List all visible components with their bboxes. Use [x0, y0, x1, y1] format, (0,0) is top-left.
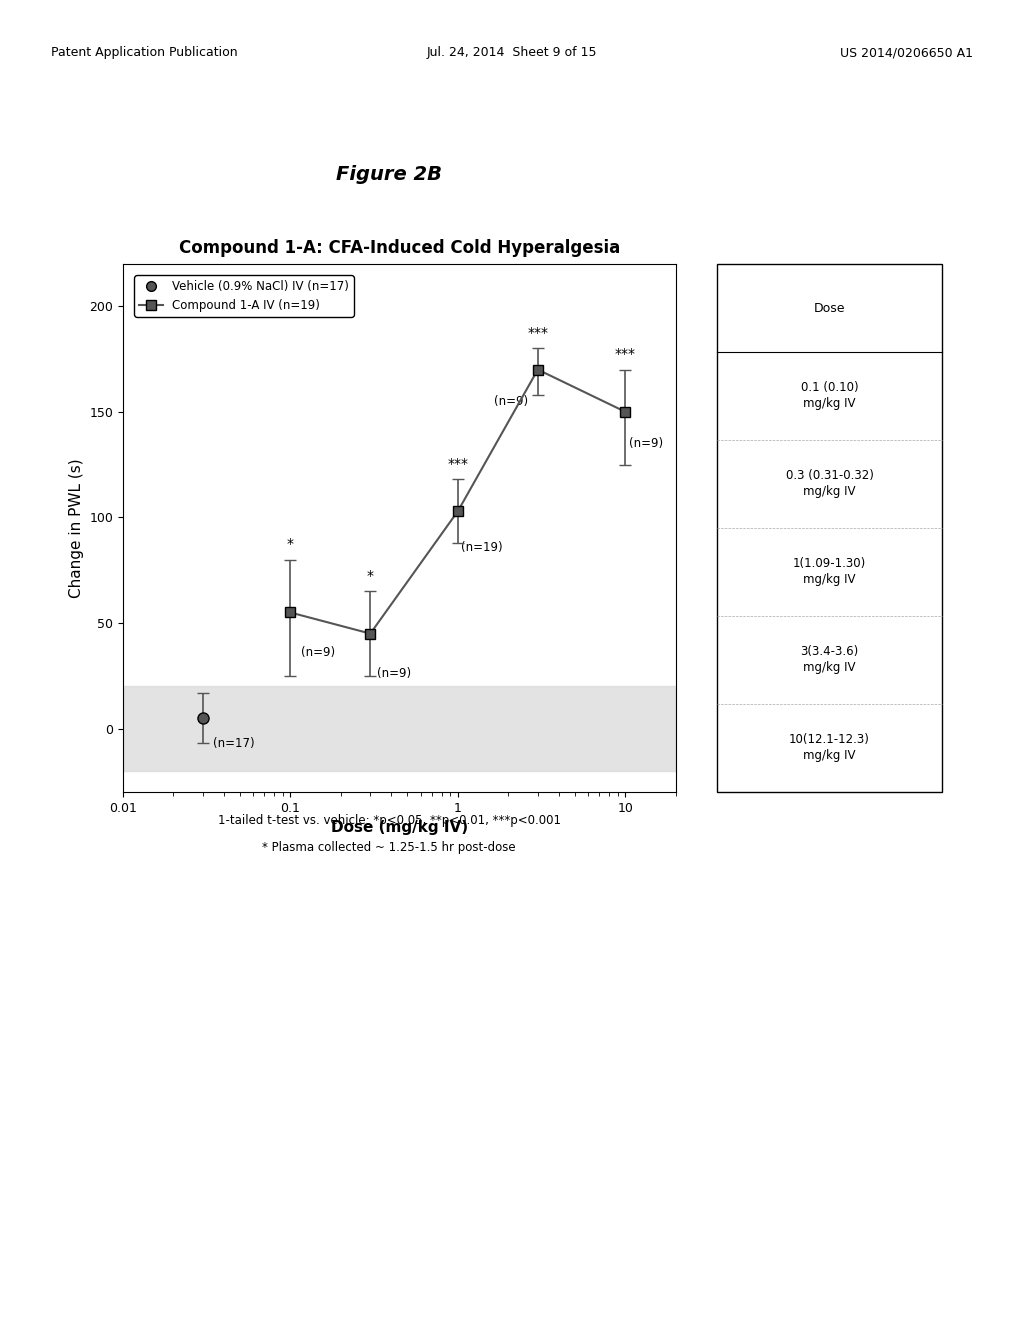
Text: Figure 2B: Figure 2B	[336, 165, 442, 183]
Text: 1-tailed t-test vs. vehicle: *p<0.05, **p<0.01, ***p<0.001: 1-tailed t-test vs. vehicle: *p<0.05, **…	[218, 814, 560, 828]
Text: ***: ***	[447, 457, 468, 471]
Text: US 2014/0206650 A1: US 2014/0206650 A1	[840, 46, 973, 59]
Legend: Vehicle (0.9% NaCl) IV (n=17), Compound 1-A IV (n=19): Vehicle (0.9% NaCl) IV (n=17), Compound …	[134, 275, 353, 317]
Text: ***: ***	[527, 326, 548, 341]
Text: (n=17): (n=17)	[213, 737, 255, 750]
Text: Jul. 24, 2014  Sheet 9 of 15: Jul. 24, 2014 Sheet 9 of 15	[427, 46, 597, 59]
Bar	[123, 686, 676, 771]
Text: Dose: Dose	[814, 301, 845, 314]
Text: (n=9): (n=9)	[495, 395, 528, 408]
Text: ***: ***	[615, 347, 636, 362]
X-axis label: Dose (mg/kg IV): Dose (mg/kg IV)	[331, 820, 468, 836]
Y-axis label: Change in PWL (s): Change in PWL (s)	[69, 458, 84, 598]
Text: (n=9): (n=9)	[301, 647, 335, 659]
Text: 1(1.09-1.30)
mg/kg IV: 1(1.09-1.30) mg/kg IV	[793, 557, 866, 586]
Text: *: *	[287, 537, 294, 552]
Text: 3(3.4-3.6)
mg/kg IV: 3(3.4-3.6) mg/kg IV	[801, 645, 858, 675]
Text: (n=9): (n=9)	[377, 668, 412, 680]
Text: 0.1 (0.10)
mg/kg IV: 0.1 (0.10) mg/kg IV	[801, 381, 858, 411]
Text: Patent Application Publication: Patent Application Publication	[51, 46, 238, 59]
Text: (n=9): (n=9)	[629, 437, 664, 450]
Text: 10(12.1-12.3)
mg/kg IV: 10(12.1-12.3) mg/kg IV	[790, 734, 869, 763]
Text: (n=19): (n=19)	[462, 541, 503, 553]
Text: 0.3 (0.31-0.32)
mg/kg IV: 0.3 (0.31-0.32) mg/kg IV	[785, 470, 873, 499]
Text: * Plasma collected ~ 1.25-1.5 hr post-dose: * Plasma collected ~ 1.25-1.5 hr post-do…	[262, 841, 516, 854]
Text: *: *	[367, 569, 374, 583]
Title: Compound 1-A: CFA-Induced Cold Hyperalgesia: Compound 1-A: CFA-Induced Cold Hyperalge…	[179, 239, 620, 257]
